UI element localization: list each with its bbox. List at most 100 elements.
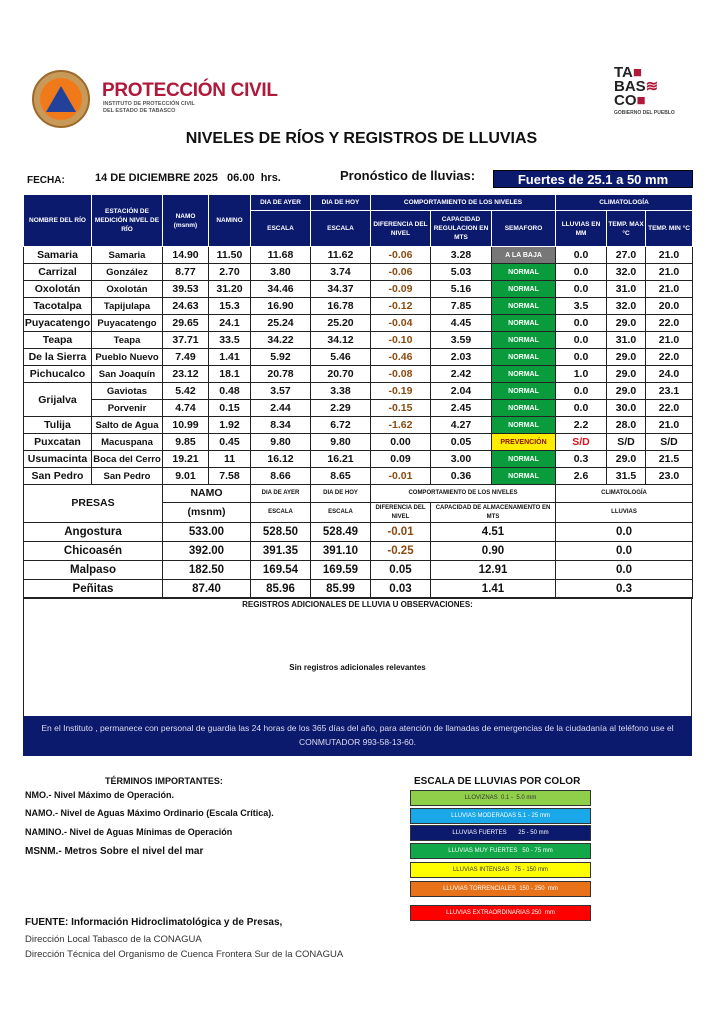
cell-ayer: 528.50: [250, 522, 311, 542]
cell-diferencia: -0.06: [370, 263, 431, 281]
org-subtitle: INSTITUTO DE PROTECCIÓN CIVIL DEL ESTADO …: [103, 101, 195, 114]
cell-capacidad: 0.90: [430, 541, 556, 561]
cell-capacidad: 7.85: [430, 297, 492, 315]
cell-hoy: 5.46: [310, 348, 371, 366]
semaforo-status-badge: NORMAL: [490, 467, 557, 485]
cell-tmax: 32.0: [606, 297, 647, 315]
date-value: 14 DE DICIEMBRE 2025 06.00 hrs.: [95, 172, 281, 184]
dams-table: PRESAS NAMO DIA DE AYER DIA DE HOY COMPO…: [23, 484, 693, 599]
cell-hoy: 85.99: [310, 579, 371, 599]
cell-ayer: 5.92: [250, 348, 311, 366]
cell-tmax: 28.0: [606, 416, 647, 434]
cell-tmin: 21.0: [645, 263, 694, 281]
cell-ayer: 3.80: [250, 263, 311, 281]
cell-tmax: 31.0: [606, 331, 647, 349]
table-row: Puxcatan Macuspana 9.85 0.45 9.80 9.80 0.00 0.0…: [23, 433, 694, 451]
cell-diferencia: 0.00: [370, 433, 431, 451]
cell-rio: Teapa: [23, 331, 92, 349]
cell-ayer: 16.90: [250, 297, 311, 315]
rain-scale-item: LLUVIAS MODERADAS 5.1 - 25 mm: [410, 808, 591, 824]
cell-rio: Grijalva: [23, 382, 92, 417]
cell-namo: 23.12: [162, 365, 209, 383]
cell-namo: 87.40: [162, 579, 251, 599]
semaforo-status-badge: NORMAL: [490, 365, 557, 383]
rain-scale-title: ESCALA DE LLUVIAS POR COLOR: [414, 776, 581, 787]
cell-lluvias: 3.5: [555, 297, 608, 315]
observations-text: Sin registros adicionales relevantes: [289, 663, 426, 672]
semaforo-status-badge: NORMAL: [490, 263, 557, 281]
cell-namo: 37.71: [162, 331, 209, 349]
cell-tmin: 22.0: [645, 399, 694, 417]
cell-diferencia: -0.12: [370, 297, 431, 315]
col-ayer: DIA DE AYER: [250, 194, 311, 211]
table-row: Samaria Samaria 14.90 11.50 11.68 11.62 -0.06 3…: [23, 246, 694, 264]
cell-estacion: Puyacatengo: [91, 314, 163, 332]
cell-lluvias: 0.3: [555, 579, 693, 599]
table-row: Oxolotán Oxolotán 39.53 31.20 34.46 34.37 -0.0…: [23, 280, 694, 298]
cell-tmin: 23.0: [645, 467, 694, 485]
terms-title: TÉRMINOS IMPORTANTES:: [105, 776, 223, 786]
cell-tmax: 32.0: [606, 263, 647, 281]
cell-capacidad: 4.51: [430, 522, 556, 542]
rain-scale-item: LLUVIAS INTENSAS 75 - 150 mm: [410, 862, 591, 878]
cell-rio: Usumacinta: [23, 450, 92, 468]
term-item: NAMO.- Nivel de Aguas Máximo Ordinario (…: [25, 808, 274, 818]
cell-lluvias: 0.0: [555, 522, 693, 542]
cell-capacidad: 2.04: [430, 382, 492, 400]
cell-estacion: González: [91, 263, 163, 281]
cell-rio: Oxolotán: [23, 280, 92, 298]
term-item: MSNM.- Metros Sobre el nivel del mar: [25, 846, 204, 857]
semaforo-status-badge: NORMAL: [490, 416, 557, 434]
cell-estacion: Oxolotán: [91, 280, 163, 298]
cell-ayer: 8.34: [250, 416, 311, 434]
cell-tmin: 21.0: [645, 416, 694, 434]
table-row: De la Sierra Pueblo Nuevo 7.49 1.41 5.92 5.46…: [23, 348, 694, 366]
cell-estacion: San Joaquín: [91, 365, 163, 383]
cell-ayer: 9.80: [250, 433, 311, 451]
cell-diferencia: 0.09: [370, 450, 431, 468]
cell-lluvias: 0.0: [555, 382, 608, 400]
cell-namino: 15.3: [208, 297, 251, 315]
cell-namino: 1.92: [208, 416, 251, 434]
cell-tmax: 29.0: [606, 314, 647, 332]
cell-hoy: 8.65: [310, 467, 371, 485]
cell-hoy: 16.21: [310, 450, 371, 468]
cell-estacion: San Pedro: [91, 467, 163, 485]
col-rio: NOMBRE DEL RÍO: [23, 194, 92, 247]
cell-hoy: 11.62: [310, 246, 371, 264]
cell-ayer: 11.68: [250, 246, 311, 264]
cell-diferencia: 0.05: [370, 560, 431, 580]
cell-diferencia: -1.62: [370, 416, 431, 434]
cell-tmax: 29.0: [606, 382, 647, 400]
col-escala-hoy: ESCALA: [310, 210, 371, 247]
cell-diferencia: 0.03: [370, 579, 431, 599]
cell-tmin: 21.0: [645, 246, 694, 264]
col-escala-ayer: ESCALA: [250, 210, 311, 247]
table-row: Tacotalpa Tapijulapa 24.63 15.3 16.90 16.78 -0…: [23, 297, 694, 315]
cell-lluvias: 0.0: [555, 541, 693, 561]
table-row: Porvenir 4.74 0.15 2.44 2.29 -0.15 2.45 NORMAL 0…: [24, 399, 694, 417]
source-line: Dirección Local Tabasco de la CONAGUA: [25, 934, 202, 945]
cell-diferencia: -0.19: [370, 382, 431, 400]
cell-lluvias: S/D: [555, 433, 608, 451]
col-climatologia: CLIMATOLOGÍA: [555, 194, 694, 211]
col-tmax: TEMP. MAX °C: [606, 210, 647, 247]
cell-namino: 1.41: [208, 348, 251, 366]
cell-estacion: Gaviotas: [91, 382, 163, 400]
table-row: Chicoasén 392.00 391.35 391.10 -0.25 0.90 0.0: [23, 541, 693, 561]
cell-hoy: 3.74: [310, 263, 371, 281]
col-presas: PRESAS: [23, 484, 163, 523]
table-row: Tulija Salto de Agua 10.99 1.92 8.34 6.72 -1.6…: [23, 416, 694, 434]
cell-ayer: 8.66: [250, 467, 311, 485]
cell-rio: Tulija: [23, 416, 92, 434]
cell-capacidad: 3.00: [430, 450, 492, 468]
col-climatologia: CLIMATOLOGÍA: [555, 484, 693, 503]
cell-namo: 14.90: [162, 246, 209, 264]
cell-tmax: 31.0: [606, 280, 647, 298]
col-namo: NAMO (msnm): [162, 194, 209, 247]
observations-box: REGISTROS ADICIONALES DE LLUVIA U OBSERV…: [23, 597, 692, 717]
cell-capacidad: 12.91: [430, 560, 556, 580]
cell-namo: 24.63: [162, 297, 209, 315]
cell-lluvias: 0.0: [555, 314, 608, 332]
cell-lluvias: 0.0: [555, 560, 693, 580]
